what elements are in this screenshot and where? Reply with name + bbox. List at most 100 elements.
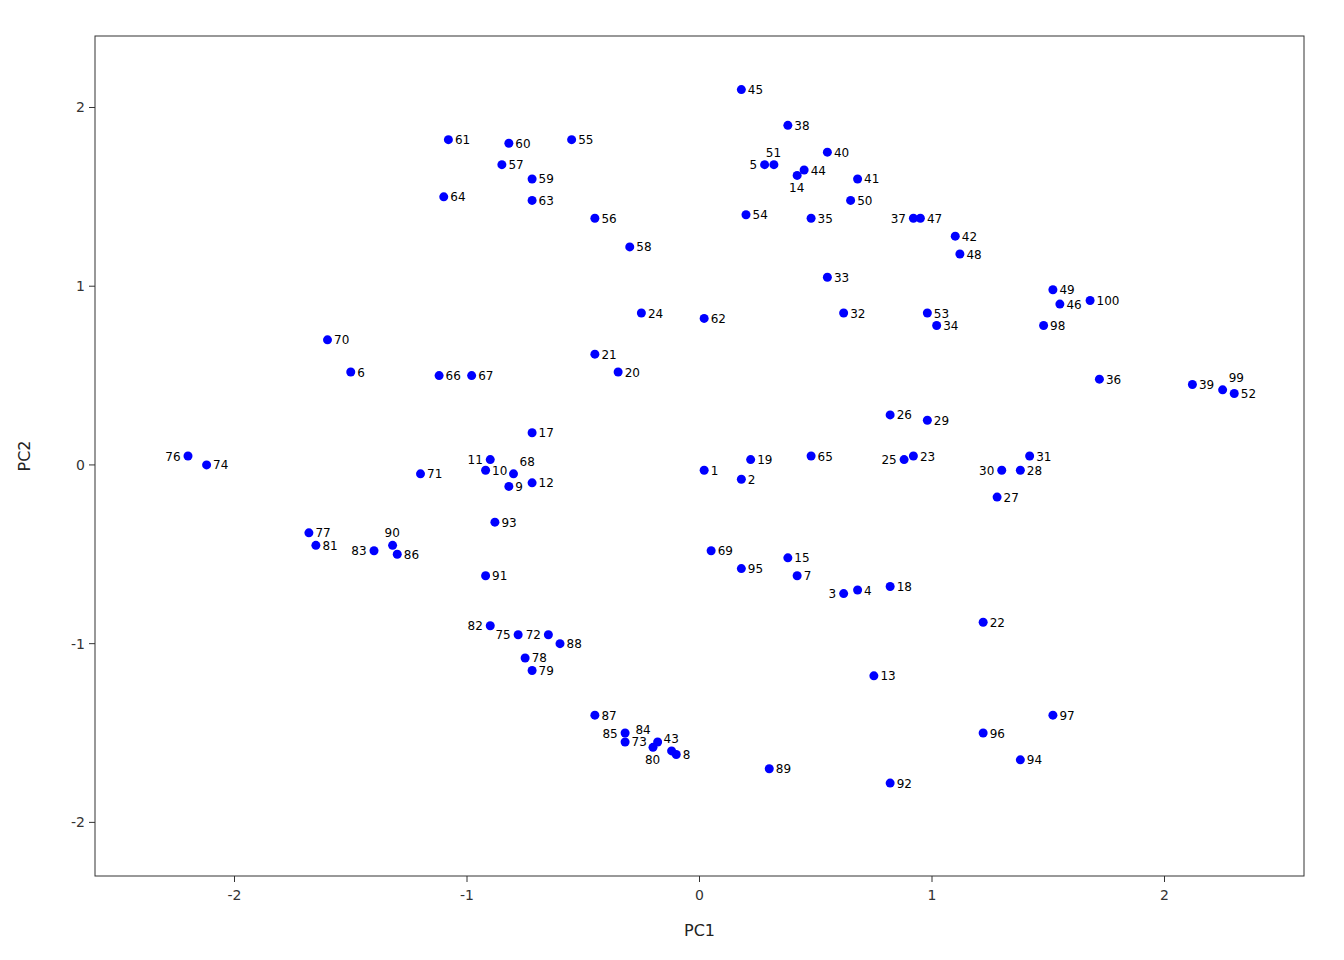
point	[839, 309, 848, 318]
point	[1086, 296, 1095, 305]
point	[886, 410, 895, 419]
point-label: 82	[468, 619, 483, 633]
point-label: 98	[1050, 319, 1065, 333]
point-label: 38	[794, 119, 809, 133]
point	[1025, 452, 1034, 461]
x-tick-label: 1	[928, 887, 937, 903]
point	[737, 564, 746, 573]
plot-background	[95, 36, 1304, 876]
point-label: 70	[334, 333, 349, 347]
point	[504, 482, 513, 491]
point	[742, 210, 751, 219]
point	[932, 321, 941, 330]
point	[653, 737, 662, 746]
point	[528, 666, 537, 675]
point	[800, 166, 809, 175]
point	[521, 653, 530, 662]
x-tick-label: -2	[228, 887, 242, 903]
point-label: 89	[776, 762, 791, 776]
point	[304, 528, 313, 537]
point	[504, 139, 513, 148]
point	[528, 478, 537, 487]
point-label: 43	[664, 732, 679, 746]
point	[497, 160, 506, 169]
point-label: 12	[539, 476, 554, 490]
point-label: 3	[829, 587, 837, 601]
point	[509, 469, 518, 478]
point	[886, 582, 895, 591]
point-label: 67	[478, 369, 493, 383]
point	[444, 135, 453, 144]
point	[667, 746, 676, 755]
point-label: 64	[450, 190, 465, 204]
point-label: 76	[165, 450, 180, 464]
point-label: 20	[625, 366, 640, 380]
point	[202, 460, 211, 469]
point	[923, 309, 932, 318]
y-tick	[89, 107, 95, 108]
x-tick-label: -1	[460, 887, 474, 903]
point	[1048, 711, 1057, 720]
point	[746, 455, 755, 464]
point	[528, 196, 537, 205]
point-label: 46	[1066, 298, 1081, 312]
point	[1016, 755, 1025, 764]
point-label: 55	[578, 133, 593, 147]
point	[388, 541, 397, 550]
point-label: 22	[990, 616, 1005, 630]
point-label: 19	[757, 453, 772, 467]
point	[1048, 285, 1057, 294]
point-label: 47	[927, 212, 942, 226]
point-label: 80	[645, 753, 660, 767]
point-label: 59	[539, 172, 554, 186]
point-label: 32	[850, 307, 865, 321]
point-label: 52	[1241, 387, 1256, 401]
point	[467, 371, 476, 380]
x-tick	[467, 876, 468, 882]
point-label: 21	[601, 348, 616, 362]
point-label: 13	[880, 669, 895, 683]
point-label: 92	[897, 777, 912, 791]
point	[951, 232, 960, 241]
point-label: 51	[766, 146, 781, 160]
point-label: 63	[539, 194, 554, 208]
point-label: 81	[322, 539, 337, 553]
y-axis-label: PC2	[15, 441, 34, 472]
point-label: 9	[515, 480, 523, 494]
point	[1095, 375, 1104, 384]
point-label: 54	[753, 208, 768, 222]
point	[993, 493, 1002, 502]
point-label: 31	[1036, 450, 1051, 464]
x-axis-label: PC1	[684, 921, 715, 940]
point-label: 10	[492, 464, 507, 478]
point-label: 58	[636, 240, 651, 254]
point	[823, 273, 832, 282]
point-label: 8	[683, 748, 691, 762]
point	[760, 160, 769, 169]
point	[528, 428, 537, 437]
point	[737, 85, 746, 94]
point	[955, 250, 964, 259]
point	[900, 455, 909, 464]
point	[346, 368, 355, 377]
point-label: 39	[1199, 378, 1214, 392]
point-label: 6	[357, 366, 365, 380]
point	[793, 571, 802, 580]
point-label: 96	[990, 727, 1005, 741]
point-label: 45	[748, 83, 763, 97]
chart: -2-1012-2-1012PC1PC212345678910111213141…	[0, 0, 1344, 960]
point-label: 53	[934, 307, 949, 321]
point-label: 66	[446, 369, 461, 383]
point-label: 72	[526, 628, 541, 642]
point	[869, 671, 878, 680]
y-tick-label: -1	[71, 636, 85, 652]
point	[416, 469, 425, 478]
point	[393, 550, 402, 559]
point-label: 90	[385, 526, 400, 540]
point-label: 40	[834, 146, 849, 160]
point-label: 94	[1027, 753, 1042, 767]
point	[439, 192, 448, 201]
point-label: 2	[748, 473, 756, 487]
point-label: 100	[1097, 294, 1120, 308]
point	[886, 779, 895, 788]
